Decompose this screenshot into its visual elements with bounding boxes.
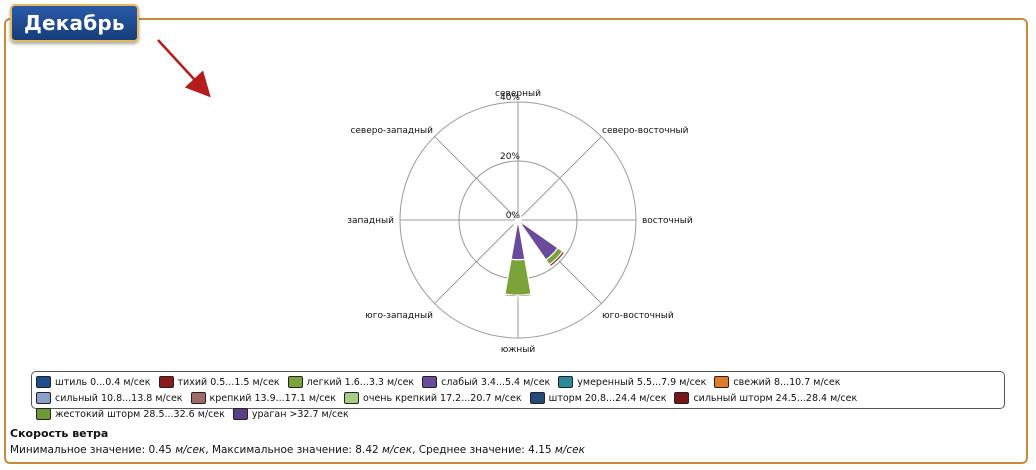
wind-bars [503,215,566,298]
wind-bar-segment [515,217,519,221]
legend-item[interactable]: ураган >32.7 м/сек [232,406,349,422]
legend-item[interactable]: жестокий шторм 28.5...32.6 м/сек [36,406,225,422]
legend-swatch [158,376,174,388]
legend: штиль 0...0.4 м/сек тихий 0.5...1.5 м/сек… [31,371,1005,420]
radial-tick-label: 20% [500,152,520,162]
min-unit: м/сек [175,444,206,456]
radial-tick-labels: 0% 20% 40% [500,93,520,221]
max-label: , Максимальное значение: [205,444,356,456]
legend-swatch [714,376,730,388]
direction-label: южный [501,345,536,355]
wind-bar-segment [504,258,532,296]
max-value: 8.42 [355,444,379,456]
wind-bar-segment [519,218,522,222]
legend-label: слабый 3.4...5.4 м/сек [441,376,551,388]
wind-bar-segment [510,223,526,261]
legend-swatch [190,392,206,404]
legend-label: сильный шторм 24.5...28.4 м/сек [693,392,858,404]
panel-frame [4,18,1028,464]
legend-label: легкий 1.6...3.3 м/сек [306,376,415,388]
legend-item[interactable]: сильный 10.8...13.8 м/сек [36,390,183,406]
legend-swatch [36,392,51,404]
wind-bar-segment [503,293,533,298]
legend-label: ураган >32.7 м/сек [251,408,349,420]
legend-swatch [422,376,438,388]
direction-labels: северный северо-восточный восточный юго-вос… [347,89,693,355]
legend-label: очень крепкий 17.2...20.7 м/сек [363,392,522,404]
legend-item[interactable]: очень крепкий 17.2...20.7 м/сек [344,390,522,406]
legend-swatch [36,376,51,388]
max-unit: м/сек [382,444,413,456]
avg-value: 4.15 [528,444,552,456]
avg-unit: м/сек [554,444,585,456]
direction-label: юго-восточный [602,311,674,321]
legend-label: жестокий шторм 28.5...32.6 м/сек [55,408,225,420]
legend-swatch [529,392,545,404]
legend-item[interactable]: штиль 0...0.4 м/сек [36,374,151,390]
wind-bar-segment [514,218,517,222]
wind-bar-segment [512,221,517,226]
legend-swatch [558,376,574,388]
min-value: 0.45 [148,444,172,456]
legend-label: шторм 20.8...24.4 м/сек [548,392,667,404]
legend-item[interactable]: крепкий 13.9...17.1 м/сек [190,390,337,406]
radial-tick-label: 0% [506,211,521,221]
legend-swatch [36,408,51,420]
grid-spoke [517,136,602,221]
radial-tick-label: 40% [500,93,520,103]
avg-label: , Среднее значение: [412,444,529,456]
direction-label: северо-западный [350,126,433,136]
wind-speed-title: Скорость ветра [10,427,109,440]
legend-item[interactable]: свежий 8...10.7 м/сек [714,374,840,390]
direction-label: западный [347,216,394,226]
legend-swatch [344,392,360,404]
legend-label: свежий 8...10.7 м/сек [733,376,841,388]
grid-spoke [434,219,519,304]
wind-bar-segment [548,250,566,268]
legend-item[interactable]: умеренный 5.5...7.9 м/сек [558,374,706,390]
legend-item[interactable]: тихий 0.5...1.5 м/сек [158,374,280,390]
direction-label: восточный [642,216,693,226]
wind-speed-stats: Минимальное значение: 0.45 м/сек, Максим… [10,444,585,456]
legend-item[interactable]: легкий 1.6...3.3 м/сек [287,374,415,390]
wind-bar-segment [516,215,520,218]
wind-rose-chart: северный северо-восточный восточный юго-вос… [157,39,693,355]
month-badge: Декабрь [10,4,139,42]
legend-swatch [674,392,690,404]
legend-label: умеренный 5.5...7.9 м/сек [577,376,707,388]
direction-label: северо-восточный [602,126,689,136]
legend-label: тихий 0.5...1.5 м/сек [177,376,280,388]
legend-label: штиль 0...0.4 м/сек [55,376,151,388]
legend-item[interactable]: слабый 3.4...5.4 м/сек [422,374,550,390]
wind-bar-segment [519,215,523,219]
legend-item[interactable]: шторм 20.8...24.4 м/сек [529,390,667,406]
direction-label: северный [495,89,541,99]
pointer-arrow [157,39,211,98]
min-label: Минимальное значение: [10,444,149,456]
polar-grid [399,101,637,339]
legend-swatch [232,408,248,420]
legend-item[interactable]: сильный шторм 24.5...28.4 м/сек [674,390,857,406]
legend-label: крепкий 13.9...17.1 м/сек [209,392,337,404]
legend-label: сильный 10.8...13.8 м/сек [55,392,183,404]
grid-spoke [434,136,519,221]
direction-label: юго-западный [365,311,433,321]
legend-swatch [287,376,303,388]
